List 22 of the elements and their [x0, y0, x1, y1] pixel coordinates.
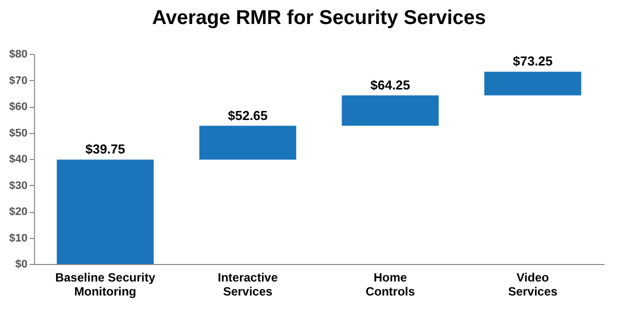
- y-tick-label: $70: [9, 74, 28, 87]
- chart-title: Average RMR for Security Services: [152, 7, 486, 29]
- data-label: $39.75: [85, 142, 126, 157]
- bar: [484, 72, 582, 96]
- y-tick-label: $10: [9, 232, 28, 244]
- bar: [56, 160, 154, 264]
- y-tick-label: $40: [9, 154, 28, 166]
- x-tick-label: Interactive Services: [218, 270, 278, 298]
- y-tick-label: $80: [9, 48, 28, 60]
- y-tick-label: $50: [9, 127, 28, 140]
- x-tick-label: Video Services: [508, 270, 558, 298]
- y-tick-label: $30: [9, 180, 28, 192]
- data-label: $73.25: [512, 54, 553, 69]
- bar: [342, 95, 439, 126]
- x-tick-label: Home Controls: [366, 270, 416, 298]
- bar: [199, 126, 296, 160]
- y-tick-label: $0: [15, 258, 28, 270]
- y-tick-label: $20: [9, 206, 28, 218]
- data-label: $52.65: [228, 108, 268, 123]
- y-tick-label: $60: [9, 101, 28, 113]
- data-label: $64.25: [370, 77, 410, 92]
- x-tick-label: Baseline Security Monitoring: [55, 270, 156, 298]
